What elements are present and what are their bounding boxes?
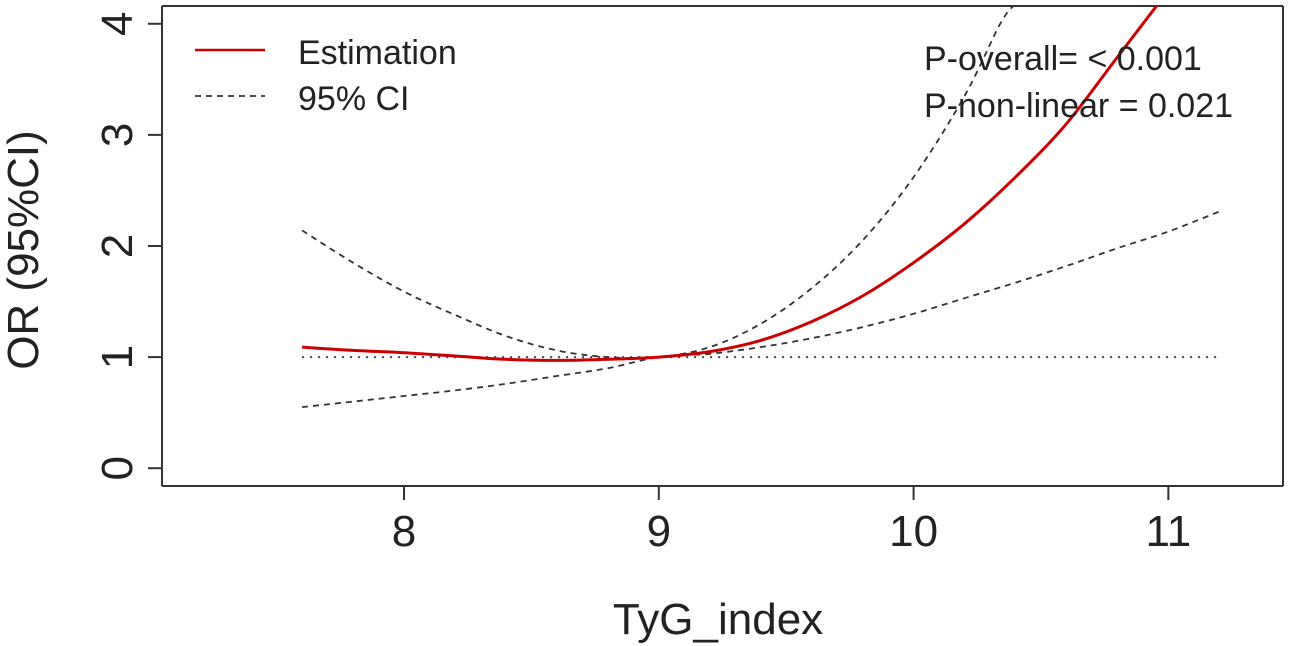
- x-tick-label: 10: [889, 507, 938, 556]
- y-tick-label: 3: [93, 123, 142, 147]
- legend-label-ci: 95% CI: [298, 80, 410, 118]
- y-axis-label: OR (95%CI): [0, 130, 48, 370]
- y-tick-label: 4: [93, 12, 142, 36]
- series-line-ci-lower: [302, 210, 1220, 408]
- x-tick-label: 9: [647, 507, 671, 556]
- legend-label-estimation: Estimation: [298, 34, 457, 72]
- x-tick-label: 11: [1146, 507, 1192, 556]
- x-tick-label: 8: [392, 507, 416, 556]
- x-axis-label: TyG_index: [613, 595, 823, 644]
- series-layer: [301, 6, 1220, 408]
- y-tick-label: 2: [93, 234, 142, 258]
- axis-layer: 8 9 10 11 0 1 2 3 4: [93, 12, 1191, 556]
- annotation-p-non-linear: P-non-linear = 0.021: [924, 87, 1233, 125]
- series-line-ci-upper: [301, 6, 1015, 360]
- annotation-p-overall: P-overall= < 0.001: [924, 40, 1202, 78]
- y-tick-label: 1: [93, 345, 142, 369]
- series-line-estimation: [301, 6, 1159, 362]
- y-tick-label: 0: [93, 456, 142, 480]
- legend: Estimation 95% CI: [195, 34, 457, 118]
